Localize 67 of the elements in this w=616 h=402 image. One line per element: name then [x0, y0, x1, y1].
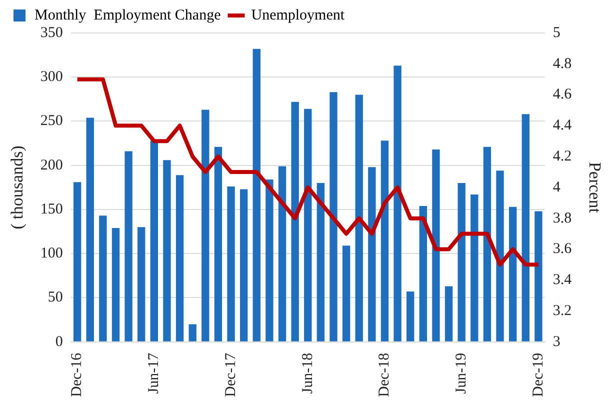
x-tick-label: Dec-17: [222, 352, 239, 398]
bar: [138, 227, 146, 342]
bar: [342, 246, 350, 342]
y2-tick-label: 3.6: [552, 241, 572, 258]
bar: [419, 206, 428, 342]
y-tick-label: 300: [40, 69, 63, 86]
y-axis-title: ( thousands): [8, 146, 27, 230]
bar: [227, 186, 235, 342]
bar: [394, 66, 402, 342]
bar: [124, 151, 132, 342]
bar: [534, 211, 542, 342]
bar: [112, 228, 120, 342]
bar: [73, 182, 82, 342]
x-tick-label: Dec-16: [69, 352, 86, 398]
bar: [150, 140, 158, 342]
bar: [252, 48, 260, 342]
bar: [316, 183, 325, 342]
bar: [496, 170, 504, 342]
bar: [304, 108, 312, 342]
bar: [458, 183, 466, 342]
y2-tick-label: 3.8: [552, 210, 572, 226]
y2-axis-title: Percent: [585, 162, 604, 214]
y-tick-label: 200: [40, 157, 63, 174]
y-tick-label: 350: [40, 24, 63, 41]
bar: [163, 160, 171, 342]
x-tick-label: Jun-18: [300, 352, 316, 394]
x-tick-label: Dec-18: [376, 352, 393, 398]
bar: [86, 118, 94, 342]
bar: [432, 149, 440, 342]
bar: [214, 146, 222, 342]
bar: [330, 92, 338, 342]
y2-tick-label: 3: [552, 334, 560, 350]
x-tick-label: Jun-19: [454, 352, 470, 394]
y2-tick-label: 4.6: [552, 86, 572, 103]
y2-tick-label: 4: [552, 179, 561, 196]
bar: [470, 194, 478, 342]
bar: [380, 140, 389, 342]
legend-label: Monthly Employment Change: [34, 7, 222, 24]
bar: [508, 206, 517, 342]
bar: [240, 189, 248, 342]
y2-tick-label: 5: [552, 24, 560, 41]
bar: [483, 146, 492, 342]
bar: [266, 179, 274, 342]
x-tick-label: Jun-17: [146, 352, 162, 394]
bar: [278, 166, 286, 342]
legend-label: Unemployment: [251, 7, 346, 24]
y-tick-label: 150: [40, 201, 63, 218]
y-tick-label: 250: [40, 113, 63, 130]
bar: [522, 114, 530, 342]
y2-tick-label: 4.2: [552, 148, 572, 164]
x-tick-label: Dec-19: [530, 352, 546, 398]
y-tick-label: 50: [48, 290, 63, 306]
bar: [99, 216, 107, 342]
bar: [202, 110, 210, 342]
y2-tick-label: 3.4: [552, 272, 572, 288]
bar: [291, 102, 299, 342]
bar: [406, 292, 414, 342]
y-tick-label: 0: [55, 334, 63, 350]
bar: [355, 94, 363, 342]
bar: [368, 167, 376, 342]
bar: [188, 324, 196, 342]
bar: [444, 286, 453, 342]
bar: [176, 175, 184, 342]
y2-tick-label: 4.4: [552, 118, 572, 134]
y-tick-label: 100: [40, 246, 63, 262]
y2-tick-label: 3.2: [552, 302, 572, 319]
y2-tick-label: 4.8: [552, 56, 572, 72]
